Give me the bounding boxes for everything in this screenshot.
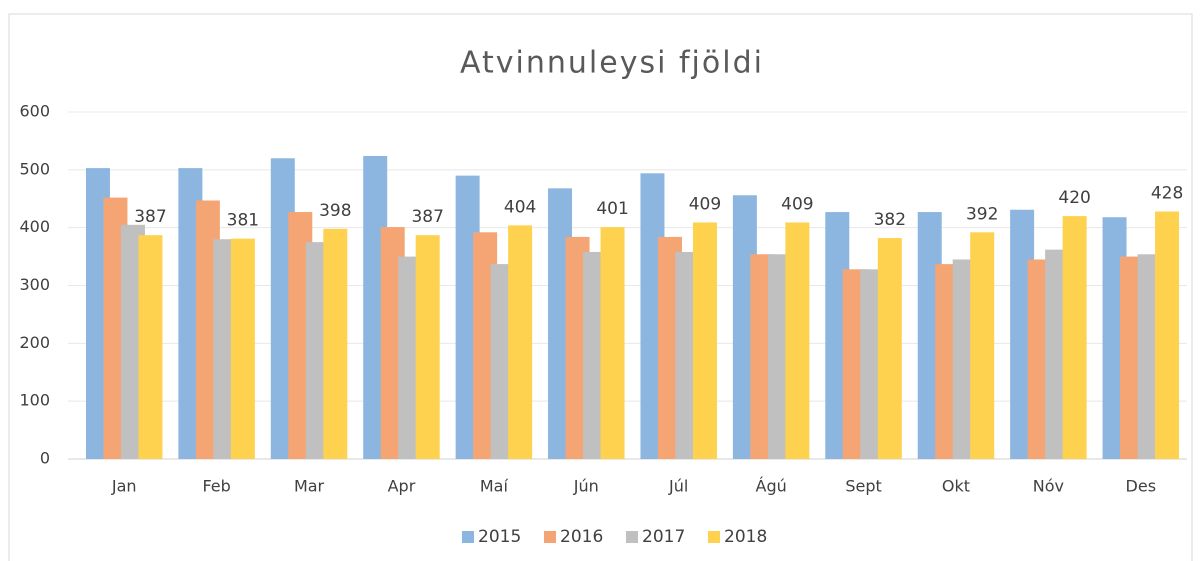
- data-label: 404: [504, 197, 536, 217]
- chart-title: Atvinnuleysi fjöldi: [460, 46, 764, 81]
- data-label: 392: [966, 204, 998, 224]
- data-label: 409: [781, 194, 813, 214]
- bar: [785, 222, 810, 459]
- bar: [508, 225, 533, 459]
- bar: [230, 238, 255, 459]
- y-tick-label: 300: [19, 275, 50, 294]
- y-tick-label: 200: [19, 333, 50, 352]
- bar: [600, 227, 625, 459]
- x-tick-label: Okt: [942, 477, 970, 496]
- data-label: 381: [227, 211, 259, 231]
- data-label: 382: [874, 210, 906, 230]
- y-tick-label: 0: [40, 449, 50, 468]
- y-tick-label: 500: [19, 159, 50, 178]
- x-tick-label: Jún: [573, 477, 599, 496]
- x-tick-label: Feb: [202, 477, 230, 496]
- bar: [323, 228, 348, 459]
- x-tick-label: Júl: [668, 477, 688, 496]
- bar: [692, 222, 717, 459]
- y-tick-label: 100: [19, 391, 50, 410]
- bar: [1062, 216, 1087, 459]
- legend-swatch: [462, 531, 474, 543]
- bar: [415, 235, 440, 459]
- x-tick-label: Nóv: [1033, 477, 1064, 496]
- x-tick-label: Sept: [845, 477, 881, 496]
- x-tick-label: Apr: [388, 477, 416, 496]
- bar: [138, 235, 163, 459]
- data-label: 401: [596, 199, 628, 219]
- chart-frame: [8, 13, 1193, 561]
- bar: [970, 232, 995, 459]
- data-label: 409: [689, 194, 721, 214]
- data-label: 398: [319, 201, 351, 221]
- legend-swatch: [708, 531, 720, 543]
- data-label: 387: [134, 207, 166, 227]
- legend-label: 2018: [724, 527, 767, 547]
- bar: [1155, 211, 1180, 459]
- legend-swatch: [544, 531, 556, 543]
- x-tick-label: Ágú: [756, 477, 787, 496]
- y-tick-label: 400: [19, 217, 50, 236]
- data-label: 387: [411, 207, 443, 227]
- data-label: 428: [1151, 183, 1183, 203]
- data-label: 420: [1058, 188, 1090, 208]
- legend-swatch: [626, 531, 638, 543]
- x-tick-label: Jan: [111, 477, 137, 496]
- legend-label: 2017: [642, 527, 685, 547]
- x-tick-label: Maí: [480, 477, 509, 496]
- bar: [877, 238, 902, 459]
- legend-label: 2016: [560, 527, 603, 547]
- y-tick-label: 600: [19, 102, 50, 121]
- legend-label: 2015: [478, 527, 521, 547]
- x-tick-label: Des: [1126, 477, 1157, 496]
- x-tick-label: Mar: [294, 477, 325, 496]
